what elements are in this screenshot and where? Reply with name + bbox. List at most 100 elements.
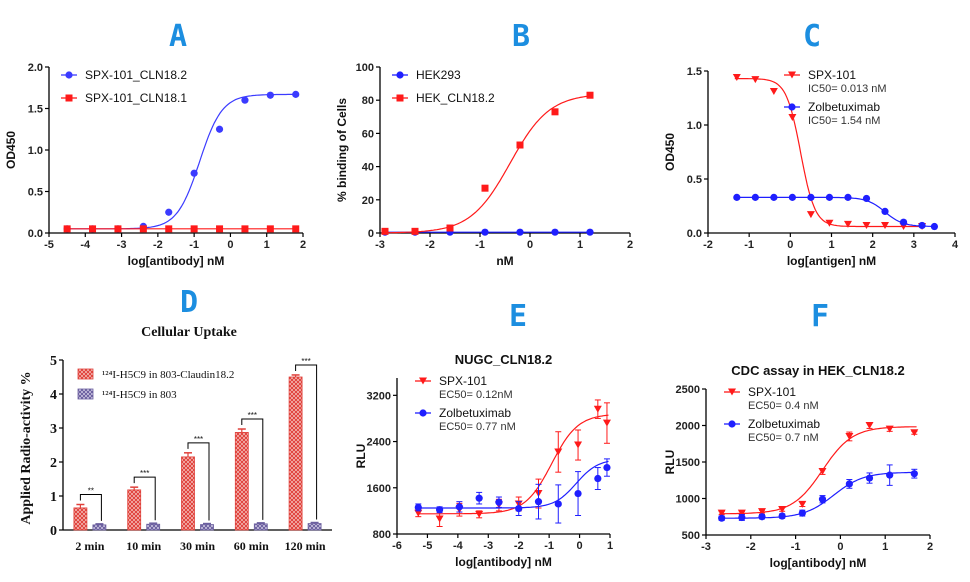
data-point: [733, 193, 741, 201]
data-point: [455, 503, 463, 511]
series-0: [732, 73, 927, 231]
data-point: [594, 474, 602, 483]
data-point: [266, 91, 274, 99]
y-tick-label: 1.5: [687, 66, 702, 78]
data-point: [930, 222, 939, 231]
legend-label: Zolbetuximab: [808, 100, 880, 114]
data-point: [516, 141, 524, 149]
data-point: [788, 193, 796, 201]
bar: [253, 523, 268, 531]
data-point: [807, 193, 815, 201]
legend-marker: [396, 71, 404, 79]
data-point: [865, 422, 874, 429]
data-point: [190, 225, 198, 233]
data-point: [845, 480, 853, 488]
legend-marker: [65, 94, 73, 102]
fit-curve: [65, 93, 298, 230]
panel-label: B: [512, 19, 530, 54]
data-point: [825, 219, 834, 227]
data-point: [825, 193, 834, 201]
significance-bracket: [133, 476, 156, 521]
data-point: [190, 169, 198, 177]
data-point: [435, 515, 444, 523]
x-tick-label: -4: [453, 540, 464, 552]
data-point: [818, 467, 827, 475]
data-point: [862, 194, 871, 203]
data-point: [881, 207, 889, 215]
legend-swatch: [77, 388, 94, 400]
panel-label: E: [509, 299, 527, 334]
data-point: [910, 470, 918, 478]
y-tick-label: 100: [356, 62, 374, 74]
x-tick-label: -5: [423, 540, 433, 552]
x-tick-label: -4: [80, 239, 91, 251]
bar: [181, 456, 195, 531]
y-tick-label: 1.5: [28, 104, 43, 116]
y-tick-label: 1000: [676, 494, 700, 506]
series-0: [63, 90, 300, 233]
y-tick-label: 2000: [676, 421, 700, 433]
significance-label: ***: [194, 435, 203, 444]
data-point: [63, 225, 71, 233]
data-point: [554, 448, 563, 456]
y-tick-label: 20: [362, 195, 374, 207]
panel-label: D: [180, 285, 198, 320]
legend-label: HEK293: [416, 68, 461, 82]
x-tick-label: -1: [744, 239, 754, 251]
y-tick-label: 2: [50, 456, 57, 471]
data-point: [910, 429, 919, 437]
data-point: [845, 432, 854, 440]
data-point: [798, 500, 807, 508]
y-tick-label: 3: [50, 422, 57, 437]
legend-label: SPX-101_CLN18.2: [85, 68, 187, 82]
data-point: [241, 225, 249, 233]
data-point: [446, 224, 454, 232]
data-point: [844, 193, 852, 201]
fit-curve: [719, 426, 917, 515]
y-tick-label: 0.5: [687, 174, 702, 186]
legend-note: EC50= 0.12nM: [439, 389, 513, 401]
significance-label: ***: [301, 357, 310, 366]
significance-label: **: [88, 487, 94, 496]
y-axis-label: OD450: [663, 133, 677, 171]
x-tick-label: -2: [425, 239, 435, 251]
fit-curve: [719, 471, 917, 519]
x-tick-label: -3: [701, 541, 711, 553]
x-tick-label: 1: [264, 239, 270, 251]
data-point: [165, 225, 173, 233]
x-tick-label: -3: [117, 239, 127, 251]
data-point: [738, 513, 746, 522]
y-tick-label: 500: [682, 530, 700, 542]
panel-c: C -2 -1 0 1 2 3 4 0.0 0.5 1.0 1.5 log[antigen] nM OD4…: [663, 19, 959, 268]
data-point: [899, 218, 908, 226]
legend-swatch: [77, 368, 94, 380]
x-tick-label: -2: [153, 239, 163, 251]
data-point: [798, 509, 806, 517]
x-tick-label: 1: [577, 239, 583, 251]
x-tick-label: 0: [837, 541, 843, 553]
bar: [92, 524, 107, 531]
data-point: [718, 514, 726, 522]
data-point: [778, 512, 786, 520]
y-tick-label: 80: [362, 95, 374, 107]
legend-item: ¹²⁴I-H5C9 in 803-Claudin18.2: [77, 368, 234, 381]
y-tick-label: 1.0: [28, 145, 43, 157]
data-point: [114, 225, 122, 233]
data-point: [481, 184, 489, 192]
x-tick-label: -1: [544, 540, 554, 552]
legend-label: HEK_CLN18.2: [416, 91, 495, 105]
x-tick-label: -6: [392, 540, 402, 552]
legend-item: SPX-101_CLN18.2: [61, 68, 187, 82]
legend-label: SPX-101: [439, 374, 487, 388]
bar: [73, 507, 88, 531]
data-point: [165, 208, 173, 216]
panel-label: A: [169, 19, 187, 54]
y-tick-label: 1: [50, 490, 57, 505]
panel-label: C: [803, 19, 821, 54]
legend-note: EC50= 0.7 nM: [748, 432, 819, 444]
fit-curve: [382, 95, 593, 234]
legend-note: EC50= 0.4 nM: [748, 400, 819, 412]
y-tick-label: 40: [362, 162, 374, 174]
x-tick-label: 1: [882, 541, 888, 553]
